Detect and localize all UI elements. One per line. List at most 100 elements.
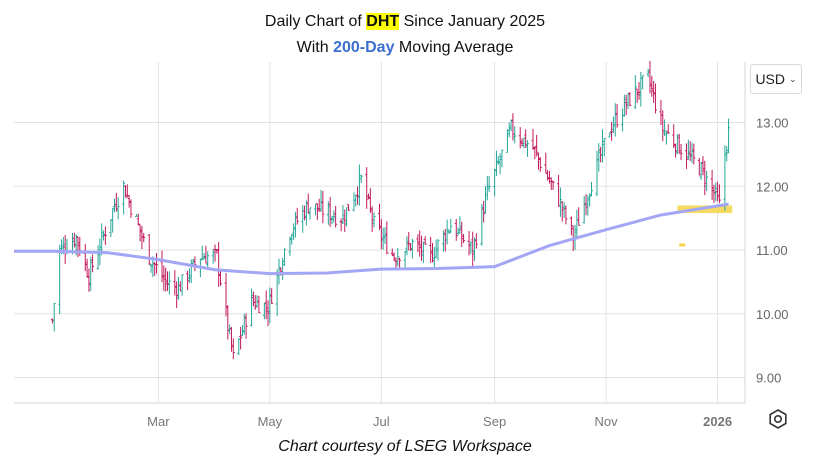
ohlc-bar (160, 250, 164, 283)
ohlc-bar (661, 110, 665, 142)
ohlc-bar (500, 149, 504, 168)
x-tick-label: May (258, 414, 283, 429)
ohlc-bar (200, 245, 204, 261)
ohlc-bar (303, 205, 307, 221)
ohlc-bar (531, 128, 535, 150)
ohlc-bar (394, 257, 398, 268)
ohlc-bar (480, 203, 484, 246)
ohlc-bar (675, 134, 679, 155)
x-tick-label: 2026 (703, 414, 732, 429)
ohlc-bar (716, 181, 720, 202)
ohlc-bar (597, 143, 601, 172)
ohlc-bar (410, 238, 414, 259)
ohlc-bar (396, 247, 400, 267)
x-tick-label: Jul (373, 414, 390, 429)
ohlc-bar (85, 258, 89, 278)
ohlc-bar (551, 180, 555, 190)
ohlc-bar (483, 186, 487, 214)
ohlc-bar (663, 119, 667, 137)
x-tick-label: Mar (147, 414, 170, 429)
ohlc-bar (624, 94, 628, 116)
ohlc-bar (89, 256, 93, 292)
ohlc-bar (615, 103, 619, 128)
ohlc-bar (365, 167, 369, 209)
ohlc-bar (546, 169, 550, 181)
ohlc-bar (341, 205, 345, 224)
ohlc-bar (217, 242, 221, 287)
ohlc-bar (204, 245, 208, 264)
ohlc-bar (155, 252, 159, 274)
ohlc-bar (140, 225, 144, 250)
ohlc-bar (697, 158, 701, 176)
ohlc-bar (599, 146, 603, 163)
ohlc-bar (87, 268, 91, 292)
ohlc-bar (186, 270, 190, 291)
ohlc-bar (240, 324, 244, 337)
ohlc-bar (705, 170, 709, 192)
ohlc-bar (496, 156, 500, 165)
chart-title: Daily Chart of DHT Since January 2025 (0, 13, 810, 31)
ohlc-bar (602, 138, 606, 157)
ohlc-bar (725, 146, 729, 162)
ohlc-bar (507, 122, 511, 138)
ohlc-bar (356, 186, 360, 205)
subtitle-suffix: Moving Average (394, 39, 514, 56)
chart-caption: Chart courtesy of LSEG Workspace (278, 438, 532, 455)
ohlc-bar (277, 258, 281, 285)
ohlc-bar (509, 119, 513, 132)
ohlc-bar (664, 130, 668, 145)
ohlc-bar (308, 207, 312, 220)
ohlc-bar (257, 295, 261, 314)
highlight-marker (679, 243, 686, 247)
ohlc-bar (293, 211, 297, 238)
currency-selector[interactable]: USD ⌄ (750, 64, 802, 94)
ohlc-bar (562, 201, 566, 218)
gear-icon[interactable] (767, 408, 789, 430)
ohlc-bar (685, 143, 689, 169)
ohlc-bar (447, 229, 451, 235)
ohlc-bar (460, 221, 464, 247)
ohlc-bar (301, 205, 305, 233)
ohlc-bar (535, 134, 539, 157)
ohlc-bar (346, 204, 350, 211)
ohlc-bar (251, 291, 255, 307)
ohlc-bar (690, 142, 694, 164)
ohlc-bar (558, 187, 562, 217)
ohlc-bar (569, 216, 573, 236)
ohlc-bar (202, 253, 206, 260)
currency-label: USD (755, 71, 785, 87)
ohlc-bar (226, 305, 230, 340)
ohlc-bar (343, 209, 347, 232)
ohlc-bar (712, 184, 716, 203)
ohlc-bar (418, 230, 422, 257)
ohlc-bar (50, 318, 54, 324)
ohlc-bar (564, 205, 568, 225)
ohlc-bar (102, 230, 106, 241)
ohlc-bar (699, 162, 703, 180)
ohlc-bar (149, 264, 153, 273)
chart-subtitle: With 200-Day Moving Average (0, 39, 810, 57)
ohlc-bar (710, 169, 714, 200)
ohlc-bar (354, 194, 358, 207)
ohlc-bar (147, 234, 151, 265)
ohlc-bar (180, 274, 184, 296)
ohlc-bar (582, 196, 586, 224)
ohlc-bar (420, 235, 424, 261)
ohlc-bar (304, 200, 308, 226)
ohlc-bar (549, 177, 553, 190)
ohlc-bar (467, 230, 471, 256)
ohlc-bar (586, 195, 590, 216)
ohlc-bar (544, 152, 548, 174)
y-tick-label: 11.00 (756, 243, 788, 258)
ohlc-bar (262, 302, 266, 320)
chevron-down-icon: ⌄ (789, 73, 797, 84)
ohlc-bar (390, 248, 394, 256)
ohlc-bar (268, 287, 272, 324)
ohlc-bar (237, 338, 241, 356)
ohlc-bar (547, 171, 551, 184)
ohlc-bar (91, 254, 95, 273)
ohlc-bar (557, 174, 561, 207)
ohlc-bar (239, 326, 243, 350)
ohlc-bar (224, 272, 228, 317)
ohlc-bar (231, 338, 235, 360)
